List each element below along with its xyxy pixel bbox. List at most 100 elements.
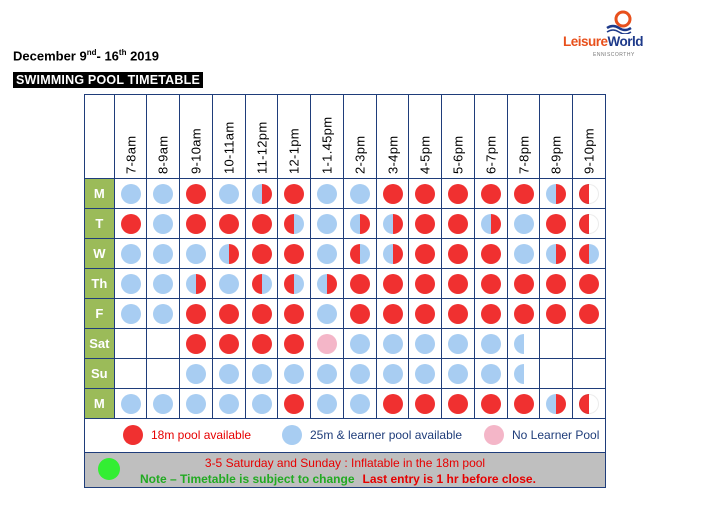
time-slot <box>342 358 377 389</box>
time-label: 8-9am <box>155 135 171 174</box>
availability-dot <box>480 363 501 384</box>
availability-dot <box>317 333 338 354</box>
time-header: 11-12pm <box>244 94 279 179</box>
time-slot <box>179 328 213 359</box>
availability-dot <box>186 363 207 384</box>
availability-dot <box>513 393 534 414</box>
time-slot <box>572 298 606 329</box>
availability-dot <box>349 243 370 264</box>
availability-dot <box>448 303 469 324</box>
time-slot <box>146 298 181 329</box>
leisureworld-logo: LeisureWorld ENNISCORTHY <box>563 8 644 63</box>
availability-dot <box>415 273 436 294</box>
availability-dot <box>382 393 403 414</box>
time-slot <box>244 208 279 239</box>
time-header: 9-10am <box>179 94 213 179</box>
availability-dot <box>448 393 469 414</box>
availability-dot <box>415 333 436 354</box>
note-row: 3-5 Saturday and Sunday : Inflatable in … <box>84 452 606 488</box>
time-slot <box>506 178 541 209</box>
time-label: 5-6pm <box>450 135 466 174</box>
notes-wrap: 3-5 Saturday and Sunday : Inflatable in … <box>85 453 605 487</box>
day-row: W <box>84 238 606 269</box>
time-slot <box>375 298 410 329</box>
time-slot <box>539 238 574 269</box>
availability-dot <box>251 243 272 264</box>
time-slot <box>539 388 574 419</box>
availability-dot <box>513 363 534 384</box>
availability-dot <box>480 183 501 204</box>
time-header: 6-7pm <box>473 94 508 179</box>
time-slot <box>179 298 213 329</box>
last-entry-note: Last entry is 1 hr before close. <box>362 472 536 486</box>
time-slot <box>572 238 606 269</box>
time-slot <box>375 388 410 419</box>
availability-dot <box>480 303 501 324</box>
availability-dot <box>251 213 272 234</box>
time-slot <box>473 268 508 299</box>
time-slot <box>408 388 443 419</box>
time-label: 9-10am <box>188 128 204 174</box>
time-label: 2-3pm <box>352 135 368 174</box>
availability-dot <box>513 303 534 324</box>
time-slot <box>113 268 148 299</box>
time-slot <box>211 358 246 389</box>
time-slot <box>113 358 148 389</box>
day-row: F <box>84 298 606 329</box>
time-slot <box>506 268 541 299</box>
time-slot <box>113 388 148 419</box>
availability-dot <box>317 303 338 324</box>
availability-dot <box>284 183 305 204</box>
time-slot <box>342 298 377 329</box>
time-slot <box>342 388 377 419</box>
time-slot <box>441 388 475 419</box>
time-slot <box>277 268 312 299</box>
availability-dot <box>284 363 305 384</box>
availability-dot <box>579 243 600 264</box>
availability-dot <box>513 183 534 204</box>
time-label: 3-4pm <box>385 135 401 174</box>
time-header-row: 7-8am 8-9am 9-10am 10-11am 11-12pm 12-1pm 1-1.… <box>84 94 606 179</box>
time-slot <box>473 388 508 419</box>
time-label: 10-11am <box>221 121 237 174</box>
availability-dot <box>153 393 174 414</box>
notes: 3-5 Saturday and Sunday : Inflatable in … <box>84 452 606 488</box>
time-slot <box>572 178 606 209</box>
availability-dot <box>120 393 141 414</box>
availability-dot <box>186 183 207 204</box>
availability-dot <box>480 333 501 354</box>
availability-dot <box>120 213 141 234</box>
availability-dot <box>579 393 600 414</box>
time-slot <box>473 328 508 359</box>
day-label: W <box>84 238 115 269</box>
availability-dot <box>120 273 141 294</box>
time-slot <box>539 358 574 389</box>
time-slot <box>506 328 541 359</box>
time-header: 1-1.45pm <box>310 94 344 179</box>
legend-no-learner-pool: No Learner Pool <box>484 425 599 445</box>
availability-dot <box>513 243 534 264</box>
time-header: 2-3pm <box>342 94 377 179</box>
availability-dot <box>415 183 436 204</box>
availability-dot <box>153 273 174 294</box>
day-label: Sat <box>84 328 115 359</box>
time-header: 12-1pm <box>277 94 312 179</box>
time-slot <box>375 358 410 389</box>
availability-dot <box>186 273 207 294</box>
time-slot <box>244 358 279 389</box>
availability-dot <box>579 183 600 204</box>
time-slot <box>146 388 181 419</box>
availability-dot <box>251 333 272 354</box>
availability-dot <box>120 183 141 204</box>
time-slot <box>310 178 344 209</box>
time-slot <box>342 238 377 269</box>
availability-dot <box>153 183 174 204</box>
availability-dot <box>218 213 239 234</box>
legend-dot <box>123 425 143 445</box>
day-row: Sat <box>84 328 606 359</box>
time-slot <box>539 178 574 209</box>
timetable-date: December 9nd- 16th 2019 <box>13 48 160 64</box>
time-header: 5-6pm <box>441 94 475 179</box>
time-label: 12-1pm <box>286 128 302 174</box>
legend-dot <box>282 425 302 445</box>
